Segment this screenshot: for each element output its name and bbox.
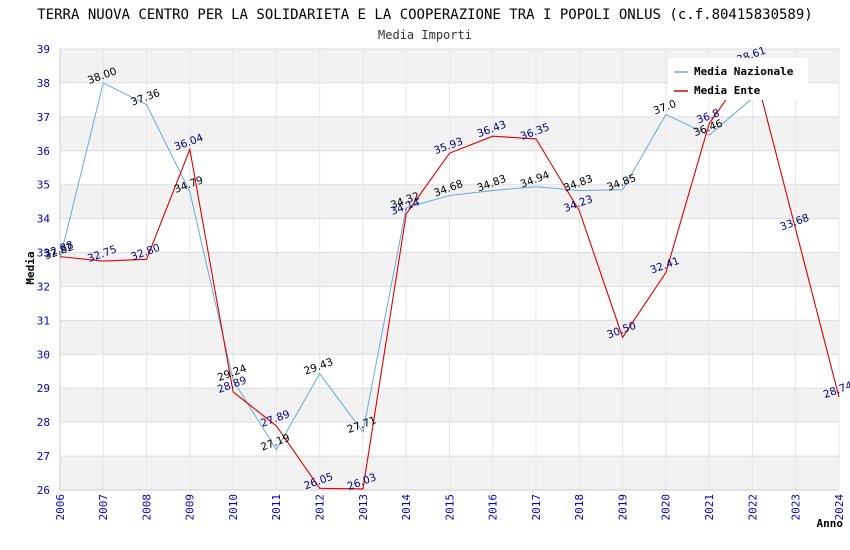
x-tick-label: 2011	[270, 494, 283, 521]
x-tick-label: 2024	[833, 494, 846, 521]
y-axis-title: Media	[24, 251, 37, 284]
x-tick-label: 2023	[790, 494, 803, 521]
x-tick-label: 2008	[140, 494, 153, 521]
x-axis-title: Anno	[817, 517, 844, 530]
chart-title: TERRA NUOVA CENTRO PER LA SOLIDARIETA E …	[37, 7, 812, 23]
x-tick-label: 2019	[616, 494, 629, 521]
y-tick-label: 32	[37, 280, 50, 293]
series-line-media-ente	[59, 60, 840, 490]
x-tick-label: 2009	[184, 494, 197, 521]
series-lines	[59, 60, 840, 490]
legend-background	[668, 58, 808, 100]
x-tick-label: 2017	[530, 494, 543, 521]
series-line-media-nazionale	[59, 82, 753, 451]
y-tick-label: 36	[37, 145, 50, 158]
x-tick-label: 2021	[703, 494, 716, 521]
x-tick-label: 2012	[314, 494, 327, 521]
chart-subtitle: Media Importi	[378, 28, 472, 42]
x-tick-label: 2022	[746, 494, 759, 521]
x-tick-label: 2010	[227, 494, 240, 521]
x-tick-label: 2020	[660, 494, 673, 521]
y-tick-label: 28	[37, 416, 50, 429]
y-tick-label: 29	[37, 382, 50, 395]
x-axis-ticks: 2006 2007 2008 2009 2010 2011 2012 2013 2014 2015…	[54, 494, 846, 521]
y-tick-label: 31	[37, 314, 50, 327]
y-tick-label: 35	[37, 179, 50, 192]
y-tick-label: 39	[37, 43, 50, 56]
x-tick-label: 2018	[573, 494, 586, 521]
y-tick-label: 30	[37, 348, 50, 361]
x-tick-label: 2006	[54, 494, 67, 521]
x-tick-label: 2015	[443, 494, 456, 521]
y-axis-ticks: 26 27 28 29 30 31 32 33 34 35 36 37 38 39	[37, 43, 51, 497]
x-tick-label: 2016	[487, 494, 500, 521]
y-tick-label: 33	[37, 247, 50, 260]
y-tick-label: 34	[37, 213, 51, 226]
y-tick-label: 37	[37, 111, 50, 124]
legend-label-media-ente: Media Ente	[694, 84, 761, 97]
legend-label-media-nazionale: Media Nazionale	[694, 65, 794, 78]
x-tick-label: 2007	[97, 494, 110, 521]
y-tick-label: 27	[37, 450, 50, 463]
x-tick-label: 2014	[400, 494, 413, 521]
legend: Media Nazionale Media Ente	[668, 58, 808, 100]
y-tick-label: 38	[37, 77, 50, 90]
x-tick-label: 2013	[357, 494, 370, 521]
y-tick-label: 26	[37, 484, 50, 497]
